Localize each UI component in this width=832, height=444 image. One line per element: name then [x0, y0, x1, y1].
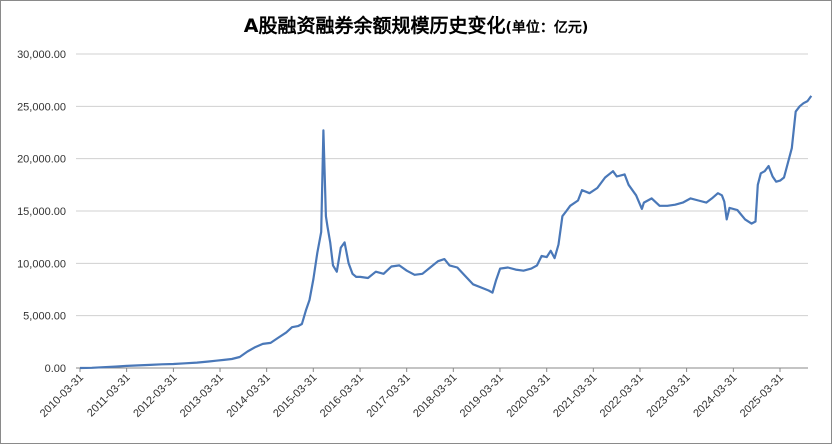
- x-tick-label: 2018-03-31: [411, 372, 459, 420]
- x-tick-label: 2024-03-31: [691, 372, 739, 420]
- series-line: [79, 95, 813, 370]
- x-tick-label: 2016-03-31: [318, 372, 366, 420]
- y-tick-label: 25,000.00: [17, 101, 66, 113]
- x-tick-label: 2010-03-31: [38, 372, 86, 420]
- chart-title: A股融资融券余额规模历史变化(单位：亿元): [244, 14, 589, 37]
- chart-title-unit: (单位：亿元): [505, 19, 588, 36]
- y-tick-label: 5,000.00: [23, 311, 66, 323]
- x-axis-ticks: 2010-03-312011-03-312012-03-312013-03-31…: [38, 368, 786, 420]
- x-tick-label: 2015-03-31: [271, 372, 319, 420]
- x-tick-label: 2019-03-31: [458, 372, 506, 420]
- y-axis-ticks: 0.00 5,000.00 10,000.00 15,000.00 20,000.00 2…: [17, 49, 66, 375]
- grid-lines: [76, 53, 808, 317]
- x-tick-label: 2011-03-31: [85, 372, 133, 420]
- x-tick-label: 2017-03-31: [365, 372, 413, 420]
- x-tick-label: 2023-03-31: [644, 372, 692, 420]
- y-tick-label: 15,000.00: [17, 206, 66, 218]
- x-tick-label: 2022-03-31: [598, 372, 646, 420]
- chart-title-main: A股融资融券余额规模历史变化: [244, 14, 506, 37]
- x-tick-label: 2025-03-31: [738, 372, 786, 420]
- y-tick-label: 10,000.00: [17, 258, 66, 270]
- y-tick-label: 20,000.00: [17, 154, 66, 166]
- x-tick-label: 2020-03-31: [505, 372, 553, 420]
- x-tick-label: 2021-03-31: [551, 372, 599, 420]
- x-tick-label: 2014-03-31: [224, 372, 272, 420]
- x-tick-label: 2013-03-31: [178, 372, 226, 420]
- y-tick-label: 0.00: [45, 363, 66, 375]
- y-tick-label: 30,000.00: [17, 49, 66, 61]
- x-tick-label: 2012-03-31: [131, 372, 179, 420]
